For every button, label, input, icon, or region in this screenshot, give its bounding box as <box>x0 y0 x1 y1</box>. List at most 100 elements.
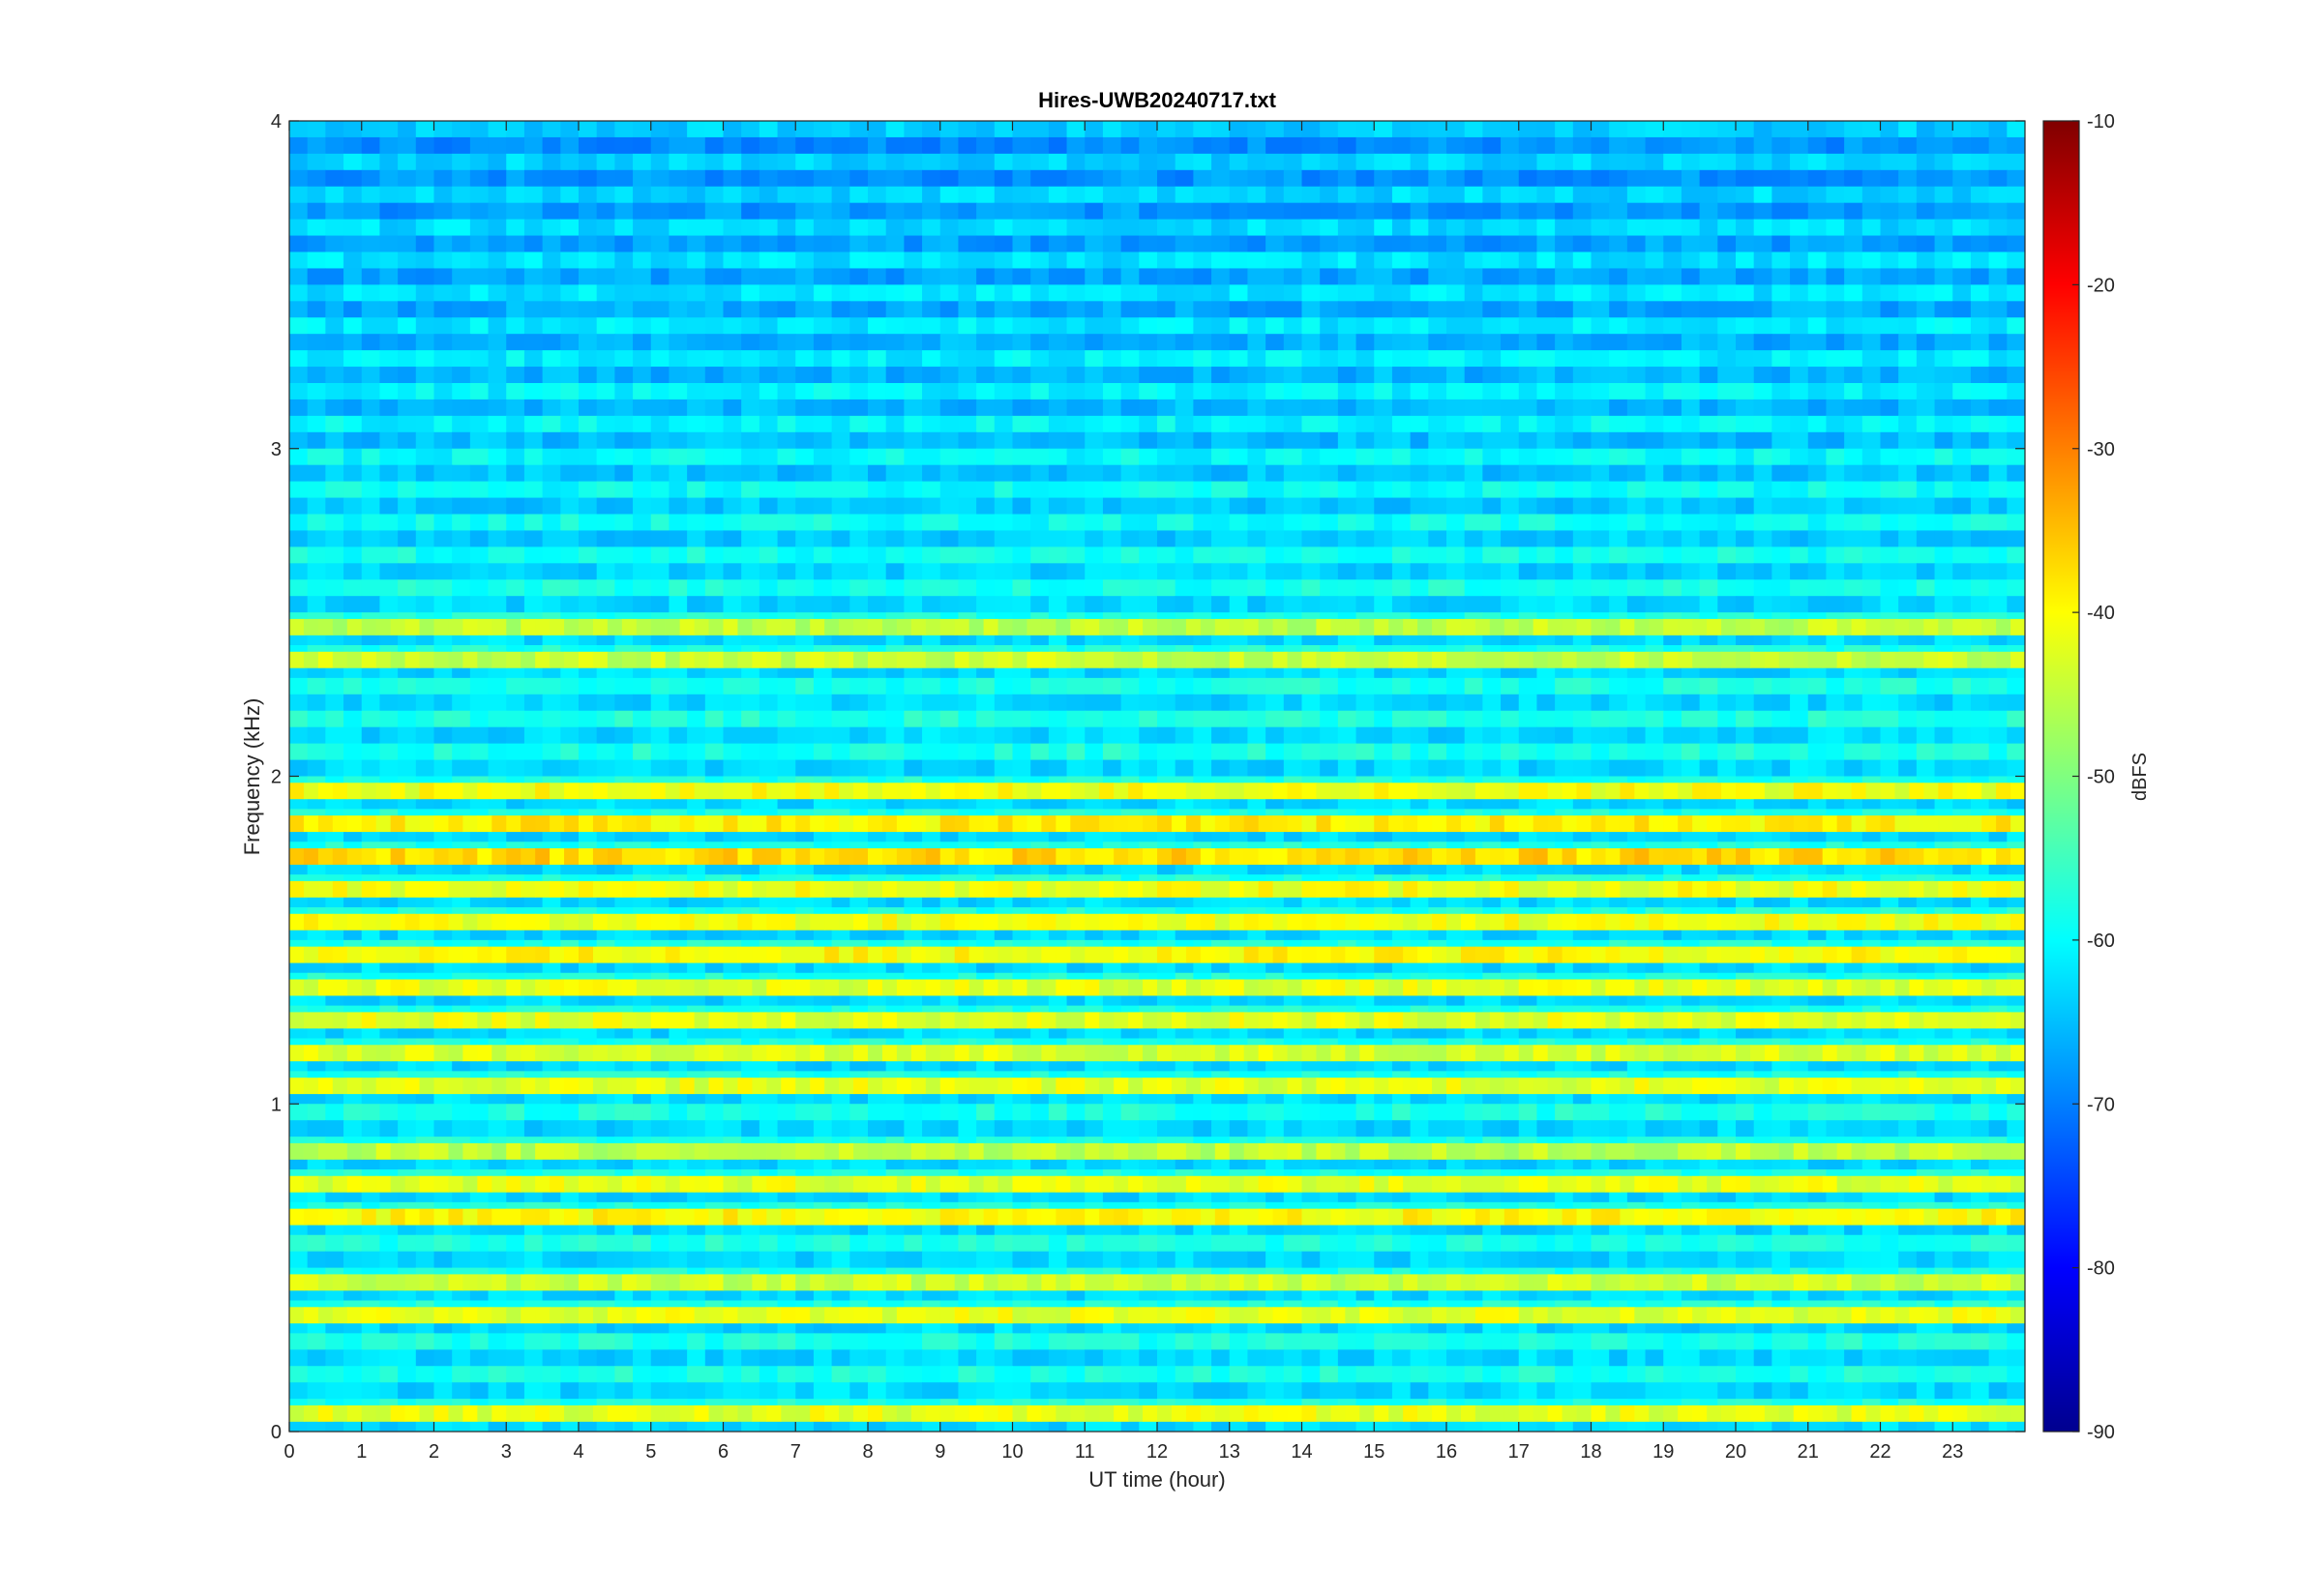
background-cell <box>1555 497 1574 516</box>
background-cell <box>1139 136 1158 155</box>
background-cell <box>795 219 815 237</box>
background-cell <box>506 383 525 400</box>
background-cell <box>1211 497 1231 516</box>
background-cell <box>1211 350 1231 368</box>
background-cell <box>1645 431 1664 450</box>
background-cell <box>1428 202 1447 221</box>
background-cell <box>687 301 706 318</box>
background-cell <box>1030 694 1050 712</box>
background-cell <box>922 415 941 433</box>
background-cell <box>1699 547 1718 564</box>
background-cell <box>1626 547 1647 564</box>
background-cell <box>1807 399 1828 417</box>
background-cell <box>1066 710 1086 728</box>
background-cell <box>523 497 544 516</box>
background-cell <box>1391 743 1412 761</box>
background-cell <box>343 219 363 237</box>
background-cell <box>741 334 760 351</box>
background-cell <box>1898 317 1918 335</box>
background-cell <box>1320 547 1339 564</box>
background-cell <box>1030 317 1050 335</box>
background-cell <box>868 202 887 221</box>
background-cell <box>904 431 923 450</box>
background-cell <box>849 317 869 335</box>
background-cell <box>1283 121 1303 138</box>
background-cell <box>1699 497 1718 516</box>
background-cell <box>542 464 561 483</box>
background-cell <box>1518 448 1538 466</box>
background-cell <box>759 596 779 613</box>
background-cell <box>361 251 381 270</box>
background-cell <box>669 301 688 318</box>
background-cell <box>1066 284 1086 302</box>
background-cell <box>1410 563 1429 580</box>
background-cell <box>795 202 815 221</box>
background-cell <box>1482 481 1502 499</box>
background-cell <box>1790 186 1809 204</box>
background-cell <box>614 317 634 335</box>
background-cell <box>325 219 344 237</box>
background-cell <box>1717 350 1737 368</box>
background-cell <box>433 251 453 270</box>
background-cell <box>1337 136 1357 155</box>
background-cell <box>1283 350 1303 368</box>
background-cell <box>759 268 779 285</box>
background-cell <box>1826 497 1845 516</box>
background-cell <box>1753 448 1772 466</box>
background-cell <box>433 415 453 433</box>
background-cell <box>2007 448 2025 466</box>
background-cell <box>1681 726 1701 745</box>
background-cell <box>1861 219 1882 237</box>
background-cell <box>1826 317 1845 335</box>
background-cell <box>759 579 779 597</box>
background-cell <box>1898 596 1918 613</box>
background-cell <box>1355 448 1375 466</box>
background-cell <box>1663 383 1682 400</box>
background-cell <box>885 186 905 204</box>
background-cell <box>1355 514 1375 532</box>
background-cell <box>1988 497 2008 516</box>
background-cell <box>289 350 309 368</box>
background-cell <box>452 334 471 351</box>
background-cell <box>669 743 688 761</box>
background-cell <box>1699 153 1718 171</box>
background-cell <box>1265 317 1285 335</box>
background-cell <box>1320 694 1339 712</box>
background-cell <box>1391 596 1412 613</box>
background-cell <box>795 383 815 400</box>
background-cell <box>1536 399 1556 417</box>
background-cell <box>795 431 815 450</box>
background-cell <box>1826 121 1845 138</box>
background-cell <box>1048 235 1068 253</box>
background-cell <box>1916 169 1936 188</box>
background-cell <box>1283 464 1303 483</box>
background-cell <box>415 448 435 466</box>
background-cell <box>307 153 326 171</box>
background-cell <box>1717 202 1737 221</box>
background-cell <box>1952 121 1972 138</box>
background-cell <box>1355 350 1375 368</box>
background-cell <box>1736 431 1755 450</box>
background-cell <box>1970 694 1990 712</box>
background-cell <box>1790 497 1809 516</box>
background-cell <box>1898 759 1918 778</box>
background-cell <box>452 514 471 532</box>
background-cell <box>1663 596 1682 613</box>
background-cell <box>307 579 326 597</box>
background-cell <box>1139 169 1158 188</box>
background-cell <box>1391 367 1412 384</box>
background-cell <box>704 186 725 204</box>
background-cell <box>343 186 363 204</box>
background-cell <box>1555 464 1574 483</box>
background-cell <box>1464 235 1483 253</box>
background-cell <box>831 579 850 597</box>
background-cell <box>1120 596 1140 613</box>
background-cell <box>1030 759 1050 778</box>
background-cell <box>976 284 996 302</box>
background-cell <box>379 219 399 237</box>
background-cell <box>523 334 544 351</box>
background-cell <box>560 202 580 221</box>
background-cell <box>596 481 615 499</box>
background-cell <box>1952 334 1972 351</box>
background-cell <box>1012 186 1031 204</box>
